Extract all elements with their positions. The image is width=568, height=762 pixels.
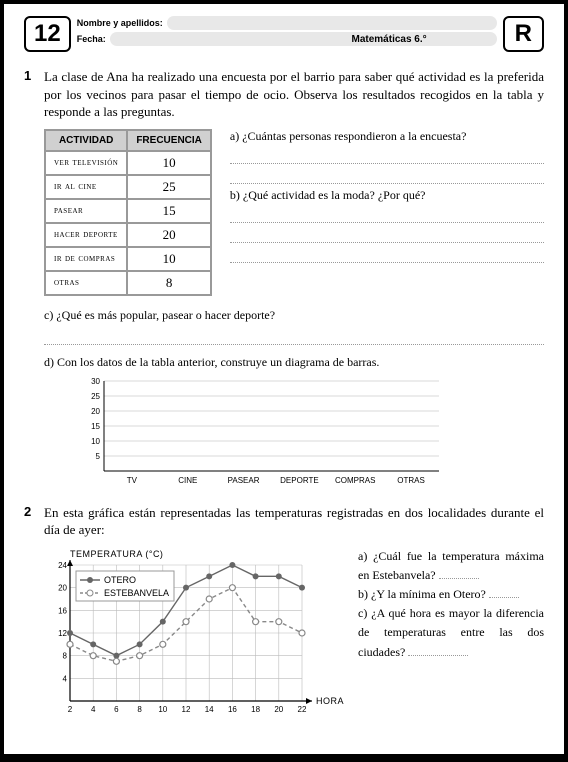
- table-row: ver televisión10: [45, 151, 211, 175]
- svg-text:4: 4: [91, 705, 96, 714]
- q1-text: La clase de Ana ha realizado una encuest…: [44, 68, 544, 121]
- svg-text:TV: TV: [127, 476, 138, 485]
- header-fields: Nombre y apellidos: Fecha: Matemáticas 6…: [77, 16, 497, 52]
- answer-line[interactable]: [230, 207, 544, 223]
- svg-text:2: 2: [68, 705, 73, 714]
- svg-text:8: 8: [137, 705, 142, 714]
- date-label: Fecha:: [77, 34, 106, 44]
- svg-text:ESTEBANVELA: ESTEBANVELA: [104, 588, 169, 598]
- svg-text:CINE: CINE: [178, 476, 197, 485]
- q2c: c) ¿A qué hora es mayor la diferencia de…: [358, 604, 544, 662]
- svg-text:8: 8: [63, 651, 68, 660]
- table-row: otras8: [45, 271, 211, 295]
- q1-number: 1: [24, 68, 38, 121]
- svg-text:4: 4: [63, 674, 68, 683]
- svg-text:HORAS: HORAS: [316, 696, 344, 706]
- svg-text:20: 20: [274, 705, 283, 714]
- svg-text:15: 15: [91, 422, 100, 431]
- svg-text:22: 22: [298, 705, 307, 714]
- table-row: hacer deporte20: [45, 223, 211, 247]
- subject-label: Matemáticas 6.°: [352, 34, 427, 45]
- name-input[interactable]: [167, 16, 497, 30]
- svg-text:10: 10: [91, 437, 100, 446]
- col-actividad: ACTIVIDAD: [45, 130, 127, 151]
- svg-text:20: 20: [91, 407, 100, 416]
- q2-subquestions: a) ¿Cuál fue la temperatura máxima en Es…: [358, 547, 544, 662]
- svg-text:16: 16: [228, 705, 237, 714]
- q1c: c) ¿Qué es más popular, pasear o hacer d…: [44, 308, 544, 323]
- answer-line[interactable]: [230, 227, 544, 243]
- svg-text:24: 24: [58, 561, 67, 570]
- frequency-table: ACTIVIDAD FRECUENCIA ver televisión10ir …: [44, 129, 212, 296]
- question-1: 1 La clase de Ana ha realizado una encue…: [24, 68, 544, 121]
- svg-text:12: 12: [182, 705, 191, 714]
- q1-body: ACTIVIDAD FRECUENCIA ver televisión10ir …: [44, 129, 544, 296]
- date-input[interactable]: [110, 32, 497, 46]
- worksheet-page: 12 Nombre y apellidos: Fecha: Matemática…: [4, 4, 564, 754]
- answer-line[interactable]: [230, 247, 544, 263]
- answer-line[interactable]: [230, 148, 544, 164]
- bar-chart-empty: 5 10 15 20 25 30 TV CINE PASEAR DEPORTE COMPRAS OTR…: [74, 376, 544, 496]
- exercise-number: 12: [24, 16, 71, 52]
- svg-text:5: 5: [96, 452, 101, 461]
- svg-text:OTRAS: OTRAS: [397, 476, 425, 485]
- svg-text:DEPORTE: DEPORTE: [280, 476, 319, 485]
- answer-line[interactable]: [230, 168, 544, 184]
- temperature-chart: TEMPERATURA (°C)481216202424681012141618…: [44, 547, 344, 727]
- table-row: ir de compras10: [45, 247, 211, 271]
- table-row: ir al cine25: [45, 175, 211, 199]
- q1b: b) ¿Qué actividad es la moda? ¿Por qué?: [230, 188, 544, 203]
- q2a: a) ¿Cuál fue la temperatura máxima en Es…: [358, 547, 544, 585]
- q2-body: TEMPERATURA (°C)481216202424681012141618…: [44, 547, 544, 727]
- q2b: b) ¿Y la mínima en Otero?: [358, 585, 544, 604]
- q1a: a) ¿Cuántas personas respondieron a la e…: [230, 129, 544, 144]
- q1-subquestions: a) ¿Cuántas personas respondieron a la e…: [230, 129, 544, 296]
- name-label: Nombre y apellidos:: [77, 18, 163, 28]
- col-frecuencia: FRECUENCIA: [127, 130, 211, 151]
- svg-text:14: 14: [205, 705, 214, 714]
- svg-text:30: 30: [91, 377, 100, 386]
- svg-text:TEMPERATURA (°C): TEMPERATURA (°C): [70, 549, 163, 559]
- q2-text: En esta gráfica están representadas las …: [44, 504, 544, 539]
- svg-text:OTERO: OTERO: [104, 575, 136, 585]
- q2-number: 2: [24, 504, 38, 539]
- svg-text:20: 20: [58, 583, 67, 592]
- svg-text:10: 10: [158, 705, 167, 714]
- svg-text:COMPRAS: COMPRAS: [335, 476, 375, 485]
- svg-text:6: 6: [114, 705, 119, 714]
- svg-text:PASEAR: PASEAR: [228, 476, 260, 485]
- svg-text:16: 16: [58, 606, 67, 615]
- question-2: 2 En esta gráfica están representadas la…: [24, 504, 544, 539]
- table-row: pasear15: [45, 199, 211, 223]
- worksheet-letter: R: [503, 16, 544, 52]
- svg-text:18: 18: [251, 705, 260, 714]
- svg-text:25: 25: [91, 392, 100, 401]
- svg-text:12: 12: [58, 629, 67, 638]
- q1d: d) Con los datos de la tabla anterior, c…: [44, 355, 544, 370]
- answer-line[interactable]: [44, 329, 544, 345]
- header: 12 Nombre y apellidos: Fecha: Matemática…: [24, 16, 544, 52]
